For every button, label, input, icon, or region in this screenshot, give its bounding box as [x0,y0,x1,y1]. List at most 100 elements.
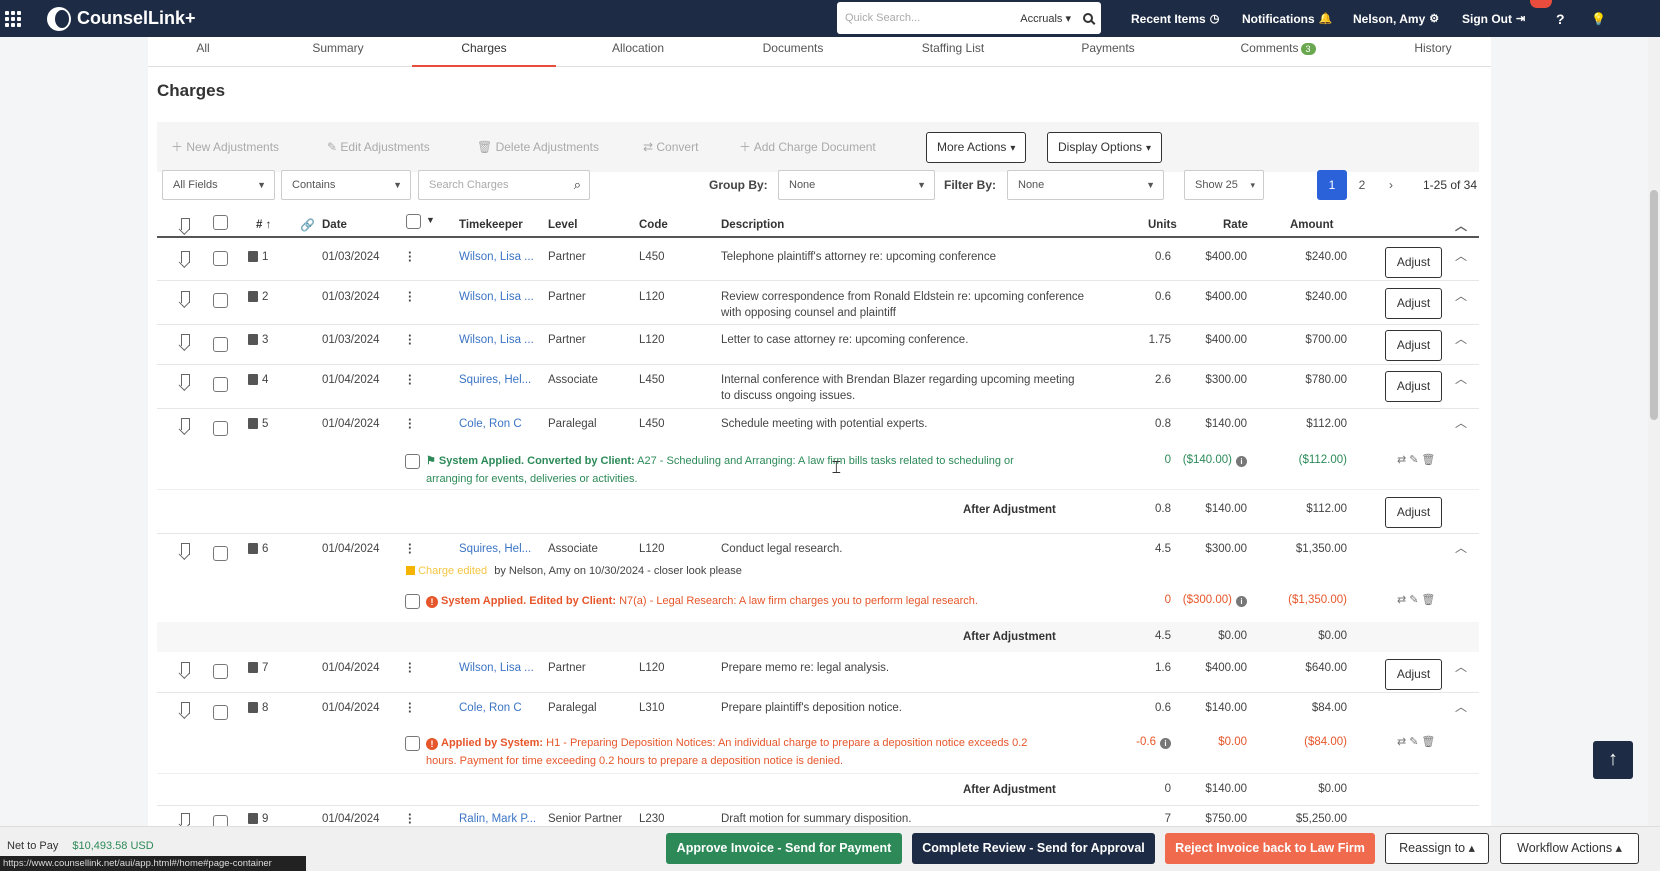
collapse-all-icon[interactable]: ︿ [1455,219,1468,233]
document-icon[interactable] [248,702,258,713]
row-menu-icon[interactable]: · · · [408,328,413,351]
col-date[interactable]: Date [322,219,347,231]
reject-invoice-button[interactable]: Reject Invoice back to Law Firm [1165,833,1375,864]
reassign-button[interactable]: Reassign to ▴ [1385,833,1489,864]
row-menu-icon[interactable]: · · · [408,656,413,679]
adjustment-action-icons[interactable]: ⇄✎🗑 [1397,594,1439,606]
adjust-button[interactable]: Adjust [1385,330,1442,361]
group-by-select[interactable]: None ▼ [778,170,935,200]
row-timekeeper-link[interactable]: Wilson, Lisa ... [459,251,534,263]
scrollbar-track[interactable] [1648,37,1660,826]
page-2-button[interactable]: 2 [1358,178,1366,192]
bookmark-icon[interactable] [181,251,190,263]
bookmark-icon[interactable] [181,543,190,555]
document-icon[interactable] [248,251,258,262]
tab-documents[interactable]: Documents [762,41,824,55]
col-units[interactable]: Units [1148,219,1177,231]
document-icon[interactable] [248,374,258,385]
col-description[interactable]: Description [721,219,785,231]
tip-icon[interactable]: 💡 [1591,11,1606,26]
row-checkbox[interactable] [213,546,228,561]
tab-allocation[interactable]: Allocation [611,41,665,55]
collapse-row-icon[interactable]: ︿ [1455,332,1468,346]
field-select[interactable]: All Fields ▼ [162,170,275,200]
col-level[interactable]: Level [548,219,578,231]
row-checkbox[interactable] [213,293,228,308]
document-icon[interactable] [248,543,258,554]
collapse-row-icon[interactable]: ︿ [1455,660,1468,674]
tab-payments[interactable]: Payments [1081,41,1135,55]
page-1-button[interactable]: 1 [1317,170,1347,200]
collapse-row-icon[interactable]: ︿ [1455,700,1468,714]
collapse-row-icon[interactable]: ︿ [1455,372,1468,386]
page-size-select[interactable]: Show 25 ▾ [1184,170,1264,200]
search-charges-input[interactable]: Search Charges ⌕ [418,170,590,200]
scrollbar-thumb[interactable] [1650,190,1658,420]
collapse-row-icon[interactable]: ︿ [1455,249,1468,263]
adjustment-checkbox[interactable] [405,594,420,609]
row-checkbox[interactable] [213,705,228,720]
tab-history[interactable]: History [1414,41,1452,55]
next-page-button[interactable]: › [1389,178,1393,192]
app-logo[interactable]: CounselLink+ [47,6,196,31]
row-menu-icon[interactable]: · · · [408,368,413,391]
row-checkbox[interactable] [213,337,228,352]
document-icon[interactable] [248,334,258,345]
row-timekeeper-link[interactable]: Wilson, Lisa ... [459,662,534,674]
recent-items-link[interactable]: Recent Items ◷ [1131,11,1220,26]
row-timekeeper-link[interactable]: Wilson, Lisa ... [459,291,534,303]
col-code[interactable]: Code [639,219,668,231]
col-rate[interactable]: Rate [1223,219,1248,231]
row-timekeeper-link[interactable]: Squires, Hel... [459,374,532,386]
collapse-row-icon[interactable]: ︿ [1455,416,1468,430]
adjustment-checkbox[interactable] [405,454,420,469]
quick-search-input[interactable]: Quick Search... [845,12,921,24]
more-actions-button[interactable]: More Actions [926,132,1027,163]
adjustment-action-icons[interactable]: ⇄✎🗑 [1397,454,1439,466]
bookmark-icon[interactable] [181,291,190,303]
adjust-button[interactable]: Adjust [1385,371,1442,402]
edit-adjustments-button[interactable]: ✎ Edit Adjustments [327,140,430,154]
tab-summary[interactable]: Summary [312,41,364,55]
collapse-row-icon[interactable]: ︿ [1455,289,1468,303]
search-icon[interactable] [1083,13,1093,23]
bookmark-icon[interactable] [181,218,190,230]
info-icon[interactable]: i [1160,738,1171,749]
row-checkbox[interactable] [213,815,228,826]
quick-search[interactable]: Quick Search... Accruals ▾ [837,2,1101,34]
collapse-row-icon[interactable]: ︿ [1455,541,1468,555]
row-checkbox[interactable] [213,377,228,392]
back-to-top-button[interactable]: ↑ [1593,741,1633,779]
search-icon[interactable]: ⌕ [573,177,581,192]
select-all-checkbox[interactable] [213,215,228,230]
display-options-button[interactable]: Display Options [1047,132,1163,163]
tab-staffing-list[interactable]: Staffing List [921,41,985,55]
document-icon[interactable] [248,662,258,673]
row-menu-icon[interactable]: · · · [408,285,413,308]
row-menu-icon[interactable]: · · · [408,537,413,560]
sign-out-link[interactable]: Sign Out ⇥ [1462,11,1526,26]
col-number[interactable]: # ↑ [256,219,272,231]
approve-invoice-button[interactable]: Approve Invoice - Send for Payment [666,833,902,864]
adjust-button[interactable]: Adjust [1385,288,1442,319]
add-charge-document-button[interactable]: ＋ Add Charge Document [739,140,876,154]
bookmark-icon[interactable] [181,334,190,346]
row-menu-icon[interactable]: · · · [408,412,413,435]
info-icon[interactable]: i [1236,456,1247,467]
row-menu-icon[interactable]: · · · [408,696,413,719]
row-timekeeper-link[interactable]: Cole, Ron C [459,702,522,714]
new-adjustments-button[interactable]: ＋ New Adjustments [171,140,280,154]
adjust-button[interactable]: Adjust [1385,247,1442,278]
tab-all[interactable]: All [196,41,210,55]
row-checkbox[interactable] [213,251,228,266]
row-timekeeper-link[interactable]: Wilson, Lisa ... [459,334,534,346]
document-icon[interactable] [248,291,258,302]
bookmark-icon[interactable] [181,702,190,714]
col-amount[interactable]: Amount [1290,219,1334,231]
bookmark-icon[interactable] [181,813,190,825]
row-checkbox[interactable] [213,421,228,436]
operator-select[interactable]: Contains ▼ [281,170,411,200]
adjustment-checkbox[interactable] [405,736,420,751]
delete-adjustments-button[interactable]: 🗑 Delete Adjustments [477,140,599,154]
row-checkbox[interactable] [213,664,228,679]
